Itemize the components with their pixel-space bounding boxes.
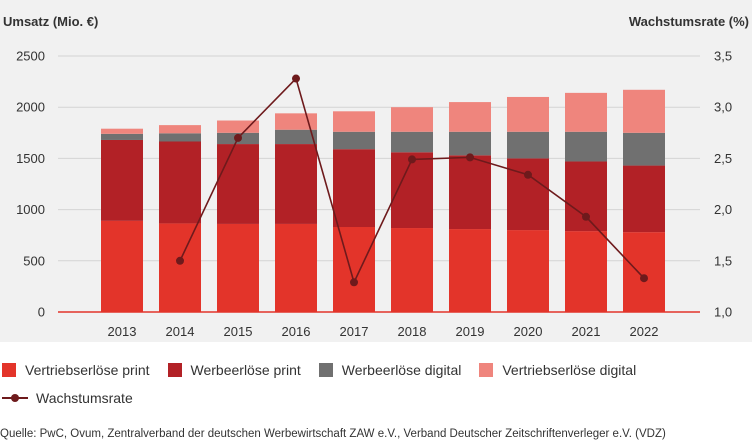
bar-segment: [217, 223, 259, 312]
y-tick-label: 1000: [16, 202, 45, 217]
legend-item-vertrieb-print: Vertriebserlöse print: [2, 362, 150, 378]
y2-tick-label: 3,5: [714, 49, 732, 64]
bar-segment: [391, 228, 433, 312]
bar-segment: [159, 125, 201, 134]
legend: Vertriebserlöse print Werbeerlöse print …: [0, 356, 752, 412]
growth-rate-point: [408, 155, 416, 164]
y2-tick-label: 2,5: [714, 151, 732, 166]
bar-segment: [333, 149, 375, 228]
growth-rate-point: [582, 212, 590, 221]
growth-rate-point: [176, 256, 184, 265]
bar-segment: [449, 229, 491, 312]
bars: [101, 89, 665, 312]
y2-tick-label: 2,0: [714, 202, 732, 217]
y2-tick-label: 1,0: [714, 305, 732, 320]
legend-row-line: Wachstumsrate: [0, 384, 752, 412]
y2-axis-title: Wachstumsrate (%): [629, 14, 749, 29]
bar-segment: [565, 231, 607, 312]
legend-line-swatch: [2, 391, 28, 405]
y-axis-title: Umsatz (Mio. €): [3, 14, 98, 29]
legend-swatch: [167, 363, 182, 377]
growth-line: [176, 74, 648, 287]
bar-segment: [507, 131, 549, 159]
bar-segment: [623, 89, 665, 133]
bar-segment: [623, 165, 665, 233]
bar-segment: [449, 131, 491, 156]
y-tick-label: 2500: [16, 49, 45, 64]
bar-segment: [159, 133, 201, 142]
legend-item-werbe-digital: Werbeerlöse digital: [318, 362, 462, 378]
bar-segment: [507, 96, 549, 132]
bar-segment: [333, 131, 375, 150]
bar-segment: [449, 102, 491, 132]
bar-segment: [275, 144, 317, 224]
bar-segment: [565, 92, 607, 132]
legend-label: Vertriebserlöse digital: [502, 362, 637, 378]
bar-segment: [623, 132, 665, 166]
growth-rate-point: [640, 274, 648, 283]
y-tick-label: 0: [38, 305, 45, 320]
bar-segment: [275, 223, 317, 312]
x-tick-label: 2021: [572, 324, 601, 339]
bar-segment: [275, 129, 317, 145]
bar-segment: [391, 131, 433, 153]
axes: Umsatz (Mio. €) Wachstumsrate (%) 0 500 10…: [3, 14, 749, 339]
legend-swatch: [318, 363, 333, 377]
x-tick-label: 2018: [398, 324, 427, 339]
bar-segment: [101, 133, 143, 140]
growth-rate-point: [292, 74, 300, 83]
bar-segment: [449, 155, 491, 230]
x-tick-label: 2017: [340, 324, 369, 339]
x-tick-label: 2015: [224, 324, 253, 339]
growth-rate-point: [466, 153, 474, 162]
y-tick-label: 1500: [16, 151, 45, 166]
legend-row-bars: Vertriebserlöse print Werbeerlöse print …: [0, 356, 752, 384]
growth-rate-point: [524, 170, 532, 179]
bar-segment: [507, 158, 549, 231]
growth-rate-point: [350, 278, 358, 287]
y-tick-label: 2000: [16, 100, 45, 115]
x-tick-label: 2014: [166, 324, 195, 339]
x-tick-label: 2022: [630, 324, 659, 339]
legend-item-wachstumsrate: Wachstumsrate: [2, 390, 133, 406]
legend-item-vertrieb-digital: Vertriebserlöse digital: [479, 362, 636, 378]
bar-segment: [333, 227, 375, 312]
y-tick-label: 500: [23, 253, 45, 268]
bar-segment: [507, 230, 549, 312]
chart-area: Umsatz (Mio. €) Wachstumsrate (%) 0 500 10…: [0, 0, 752, 342]
source-note: Quelle: PwC, Ovum, Zentralverband der de…: [0, 428, 666, 440]
legend-item-werbe-print: Werbeerlöse print: [167, 362, 301, 378]
bar-segment: [101, 220, 143, 312]
x-tick-label: 2016: [282, 324, 311, 339]
bar-segment: [565, 131, 607, 162]
bar-segment: [217, 120, 259, 133]
bar-segment: [391, 107, 433, 132]
bar-segment: [101, 139, 143, 221]
bar-segment: [101, 128, 143, 134]
legend-swatch: [2, 363, 16, 377]
legend-label: Werbeerlöse digital: [341, 362, 462, 378]
x-tick-label: 2019: [456, 324, 485, 339]
legend-label: Vertriebserlöse print: [25, 362, 150, 378]
growth-rate-point: [234, 133, 242, 142]
bar-segment: [159, 141, 201, 224]
x-tick-label: 2020: [514, 324, 543, 339]
x-tick-label: 2013: [108, 324, 137, 339]
stacked-bar-line-chart: Umsatz (Mio. €) Wachstumsrate (%) 0 500 10…: [3, 14, 749, 339]
y2-tick-label: 3,0: [714, 100, 732, 115]
legend-label: Wachstumsrate: [36, 390, 133, 406]
legend-swatch: [479, 363, 494, 377]
bar-segment: [333, 111, 375, 132]
y2-tick-label: 1,5: [714, 253, 732, 268]
legend-label: Werbeerlöse print: [190, 362, 301, 378]
bar-segment: [623, 232, 665, 312]
bar-segment: [159, 223, 201, 312]
bar-segment: [217, 144, 259, 224]
